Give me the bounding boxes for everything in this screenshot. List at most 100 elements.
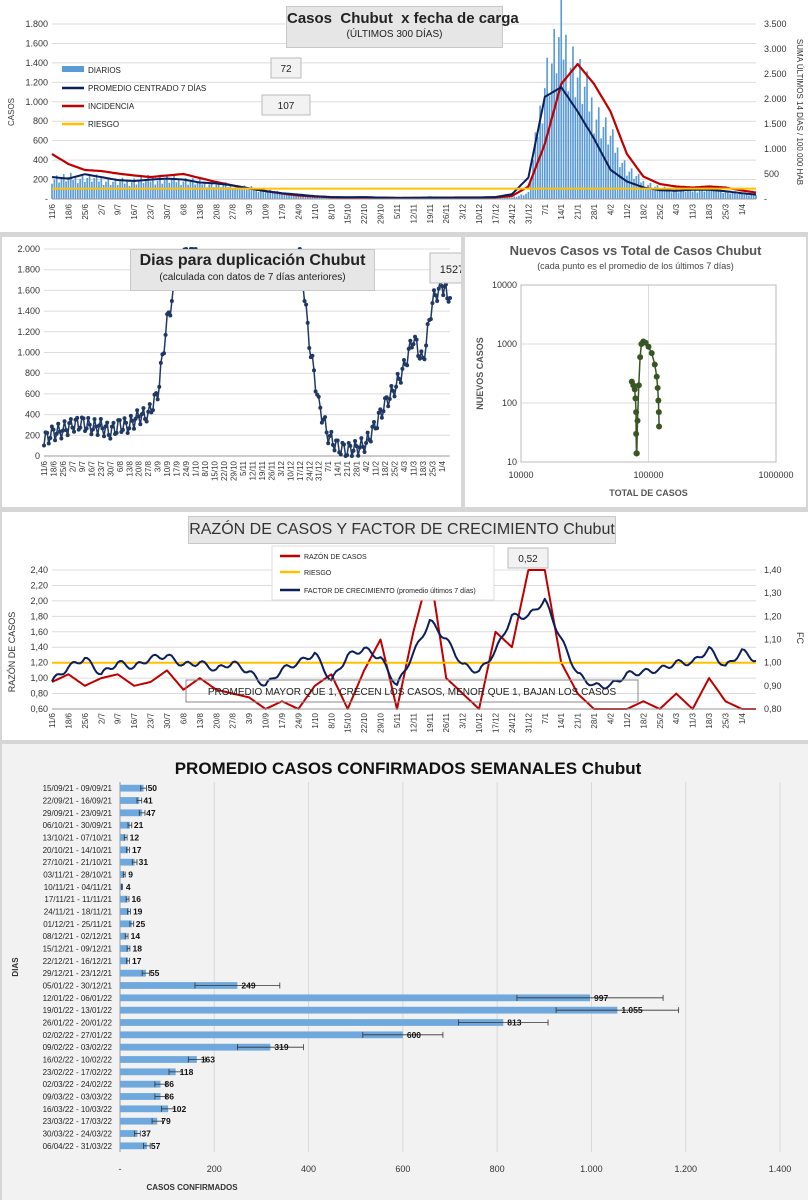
duplicacion-point	[163, 332, 168, 337]
semanal-bar	[120, 920, 132, 928]
duplicacion-point	[90, 427, 95, 432]
casos-daily-bar	[750, 194, 753, 199]
casos-daily-bar	[525, 193, 527, 199]
semanal-category-label: 15/12/21 - 09/12/21	[43, 945, 113, 954]
casos-xtick: 11/3	[689, 203, 698, 219]
semanal-bar	[120, 1068, 176, 1076]
razon-callout: 0,52	[518, 554, 538, 565]
duplicacion-point	[100, 426, 105, 431]
casos-xtick: 23/7	[147, 203, 156, 219]
razon-ytick-left: 2,20	[30, 580, 48, 590]
razon-xtick: 29/10	[377, 712, 386, 733]
dup-xtick: 28/1	[353, 460, 362, 476]
casos-ytick-left: 1.400	[25, 58, 48, 68]
duplicacion-point	[409, 345, 414, 350]
duplicacion-point	[422, 357, 427, 362]
semanal-bar	[120, 1080, 161, 1088]
casos-daily-bar	[201, 184, 204, 199]
casos-daily-bar	[102, 185, 105, 199]
nuevos-point	[651, 361, 658, 368]
duplicacion-point	[42, 443, 46, 448]
semanal-value-label: 4	[126, 882, 131, 892]
semanal-bar	[120, 821, 130, 829]
casos-daily-bar	[149, 181, 152, 199]
duplicacion-point	[395, 371, 400, 376]
casos-daily-bar	[708, 187, 710, 199]
duplicacion-point	[316, 394, 321, 399]
razon-xtick: 17/12	[492, 712, 501, 733]
duplicacion-point	[125, 430, 130, 435]
duplicacion-point	[65, 433, 70, 438]
razon-xtick: 18/6	[64, 712, 73, 728]
casos-xtick: 18/2	[639, 203, 648, 219]
duplicacion-point	[59, 436, 64, 441]
duplicacion-point	[390, 388, 395, 393]
nuevos-point	[633, 450, 640, 457]
nuevos-xlabel: TOTAL DE CASOS	[609, 488, 688, 498]
duplicacion-point	[323, 415, 328, 420]
duplicacion-point	[84, 426, 89, 431]
semanal-value-label: 55	[150, 968, 160, 978]
duplicacion-point	[329, 429, 334, 434]
duplicacion-point	[158, 360, 163, 365]
duplicacion-point	[166, 310, 171, 315]
nuevos-point	[655, 397, 662, 404]
duplicacion-point	[353, 438, 358, 443]
semanal-category-label: 10/11/21 - 04/11/21	[44, 883, 113, 892]
casos-xtick: 25/2	[656, 203, 665, 219]
duplicacion-point	[414, 337, 419, 342]
casos-xtick: 12/11	[409, 203, 418, 223]
nuevos-xtick: 1000000	[758, 470, 793, 480]
duplicacion-point	[428, 317, 433, 322]
casos-daily-bar	[604, 117, 607, 199]
casos-daily-bar	[583, 86, 586, 199]
casos-daily-bar	[562, 59, 565, 199]
casos-daily-bar	[119, 181, 121, 199]
razon-xtick: 31/12	[524, 712, 533, 733]
duplicacion-point	[56, 421, 61, 426]
casos-daily-bar	[154, 184, 157, 199]
duplicacion-point	[411, 342, 416, 347]
duplicacion-point	[305, 320, 310, 325]
casos-daily-bar	[76, 183, 79, 199]
casos-daily-bar	[651, 188, 654, 199]
casos-daily-bar	[703, 191, 706, 199]
dup-xtick: 20/8	[135, 460, 144, 476]
razon-annotation: PROMEDIO MAYOR QUE 1, CRECEN LOS CASOS, …	[208, 687, 617, 698]
casos-daily-bar	[752, 193, 755, 199]
casos-daily-bar	[189, 181, 192, 199]
dup-ytick: 1.000	[17, 348, 40, 358]
casos-xtick: 6/8	[179, 203, 188, 215]
razon-xtick: 21/1	[574, 712, 583, 728]
semanal-value-label: 319	[274, 1042, 288, 1052]
casos-daily-bar	[522, 195, 525, 199]
casos-daily-bar	[715, 187, 717, 199]
casos-daily-bar	[138, 180, 140, 199]
duplicacion-point	[114, 430, 119, 435]
casos-daily-bar	[245, 189, 248, 199]
casos-daily-bar	[607, 144, 609, 199]
razon-xtick: 4/3	[672, 712, 681, 724]
razon-xtick: 25/6	[81, 712, 90, 728]
dup-ytick: 600	[25, 389, 40, 399]
casos-xtick: 16/7	[130, 203, 139, 219]
semanal-value-label: 31	[139, 857, 149, 867]
casos-daily-bar	[609, 135, 612, 199]
casos-daily-bar	[626, 175, 628, 199]
casos-daily-bar	[675, 189, 678, 199]
nuevos-point	[635, 382, 642, 389]
casos-daily-bar	[175, 182, 178, 199]
casos-daily-bar	[734, 191, 736, 199]
duplicacion-point	[95, 432, 100, 437]
casos-daily-bar	[640, 182, 642, 199]
dup-xtick: 18/3	[419, 460, 428, 476]
nuevos-point	[633, 409, 640, 416]
casos-daily-bar	[745, 193, 748, 199]
dup-ytick: 2.000	[17, 244, 40, 254]
semanal-category-label: 06/04/22 - 31/03/22	[43, 1142, 113, 1151]
duplicacion-point	[433, 293, 438, 298]
casos-daily-bar	[311, 196, 314, 199]
semanal-category-label: 29/12/21 - 23/12/21	[43, 969, 113, 978]
casos-daily-bar	[180, 185, 182, 199]
casos-xtick: 18/6	[64, 203, 73, 219]
